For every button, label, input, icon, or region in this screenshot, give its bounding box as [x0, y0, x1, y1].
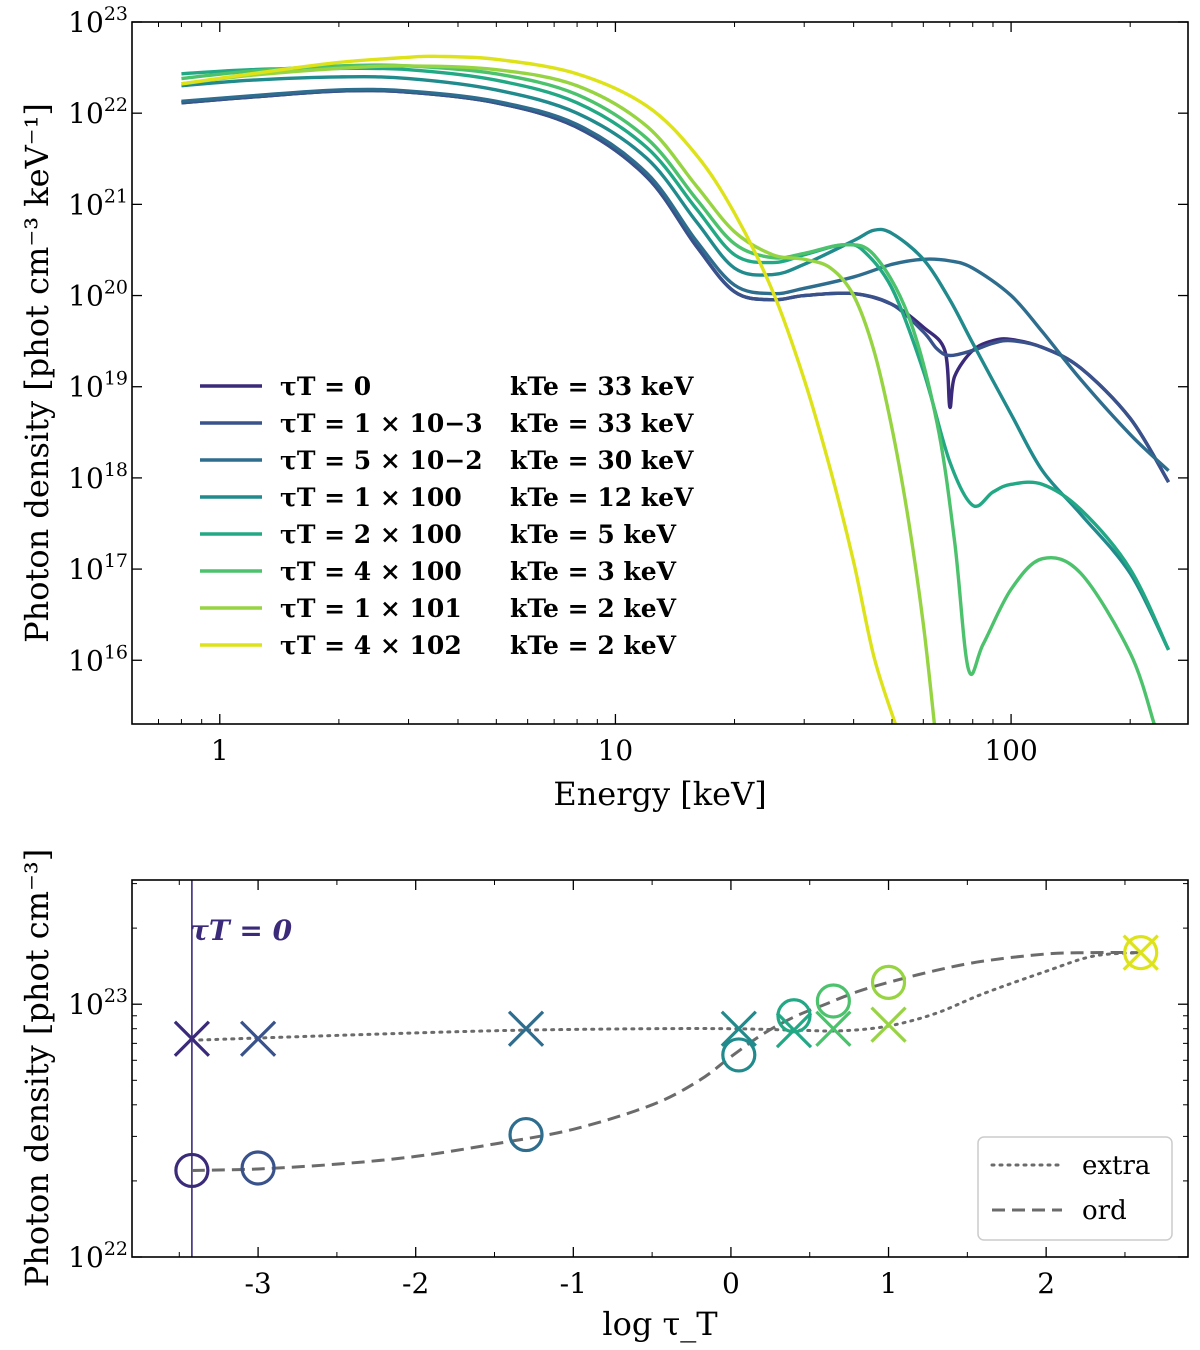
spectrum-line-2 [181, 87, 1170, 472]
spectrum-line-5 [181, 63, 1156, 724]
spectrum-y-tick-label: 1021 [68, 185, 128, 221]
density-x-tick-label: -3 [244, 1267, 271, 1300]
spectrum-plot-frame [131, 21, 1189, 725]
spectrum-ticks: 1 10 100 1016 1017 1018 1019 1020 1021 1022 1023 [68, 3, 1188, 767]
ord-marker-1 [240, 1150, 276, 1186]
ord-marker-6 [870, 964, 907, 1000]
spectrum-x-tick-label: 100 [984, 734, 1037, 767]
ord-marker-7 [1123, 935, 1159, 971]
density-legend-label: extra [1082, 1151, 1150, 1181]
extra-curve [190, 951, 1143, 1042]
spectrum-y-tick-label: 1017 [68, 550, 128, 586]
spectrum-series-group [181, 54, 1171, 724]
density-legend-label: ord [1082, 1196, 1127, 1226]
spectrum-y-tick-label: 1023 [68, 3, 128, 39]
spectrum-x-tick-label: 10 [598, 734, 634, 767]
spectrum-legend-kte: kTe = 5 keV [510, 520, 677, 549]
spectrum-legend-tau: τT = 1 × 10−3 [280, 409, 483, 438]
spectrum-legend-tau: τT = 0 [280, 372, 371, 401]
density-x-tick-label: -2 [402, 1267, 429, 1300]
spectrum-legend: τT = 0 kTe = 33 keV τT = 1 × 10−3 kTe = 33 … [200, 372, 694, 660]
ord-marker-5 [815, 983, 851, 1019]
spectrum-y-tick-label: 1022 [68, 94, 128, 130]
extra-marker-4 [775, 1011, 813, 1049]
spectrum-line-7 [181, 54, 897, 724]
density-x-tick-label: 2 [1037, 1267, 1055, 1300]
spectrum-panel: τT = 0 kTe = 33 keV τT = 1 × 10−3 kTe = 33 … [18, 3, 1189, 813]
ord-marker-4 [776, 998, 812, 1034]
ord-marker-3 [721, 1037, 757, 1073]
spectrum-legend-kte: kTe = 12 keV [510, 483, 694, 512]
spectrum-legend-kte: kTe = 30 keV [510, 446, 694, 475]
spectrum-y-tick-label: 1018 [68, 459, 128, 495]
spectrum-y-tick-label: 1020 [68, 277, 128, 313]
ord-marker-2 [508, 1116, 544, 1153]
extra-marker-0 [173, 1020, 211, 1057]
density-y-tick-label: 1023 [68, 985, 128, 1021]
spectrum-legend-tau: τT = 4 × 100 [280, 557, 462, 586]
density-x-tick-label: 1 [880, 1267, 898, 1300]
density-plot-frame [131, 879, 1189, 1258]
extra-marker-6 [870, 1006, 907, 1043]
extra-marker-1 [239, 1020, 277, 1057]
spectrum-x-tick-label: 1 [211, 734, 229, 767]
extra-marker-5 [815, 1010, 852, 1047]
spectrum-legend-kte: kTe = 33 keV [510, 409, 694, 438]
spectrum-legend-tau: τT = 1 × 101 [280, 594, 462, 623]
extra-marker-2 [507, 1010, 545, 1047]
density-panel: -3 -2 -1 0 1 2 1022 1023 τT = 0 extra ord log τ_… [18, 849, 1189, 1343]
spectrum-legend-kte: kTe = 2 keV [510, 594, 677, 623]
spectrum-legend-tau: τT = 2 × 100 [280, 520, 462, 549]
density-x-tick-label: 0 [722, 1267, 740, 1300]
density-y-axis-title: Photon density [phot cm⁻³] [18, 849, 56, 1287]
density-ticks: -3 -2 -1 0 1 2 1022 1023 [68, 880, 1188, 1300]
density-markers-group [173, 934, 1159, 1189]
spectrum-legend-kte: kTe = 33 keV [510, 372, 694, 401]
tau-zero-annotation: τT = 0 [190, 914, 293, 947]
spectrum-legend-tau: τT = 1 × 100 [280, 483, 462, 512]
spectrum-legend-tau: τT = 5 × 10−2 [280, 446, 483, 475]
spectrum-legend-tau: τT = 4 × 102 [280, 631, 462, 660]
density-legend-box [977, 1136, 1173, 1241]
extra-marker-3 [720, 1010, 757, 1047]
ord-marker-0 [174, 1152, 210, 1189]
density-x-axis-title: log τ_T [602, 1305, 718, 1343]
density-x-tick-label: -1 [560, 1267, 587, 1300]
spectrum-y-tick-label: 1016 [68, 641, 128, 677]
spectrum-y-tick-label: 1019 [68, 368, 128, 404]
spectrum-x-axis-title: Energy [keV] [553, 775, 766, 813]
spectrum-y-axis-title: Photon density [phot cm⁻³ keV⁻¹] [18, 103, 56, 643]
spectrum-legend-kte: kTe = 3 keV [510, 557, 677, 586]
density-y-tick-label: 1022 [68, 1238, 128, 1274]
density-legend: extra ord [977, 1136, 1173, 1241]
spectrum-legend-kte: kTe = 2 keV [510, 631, 677, 660]
